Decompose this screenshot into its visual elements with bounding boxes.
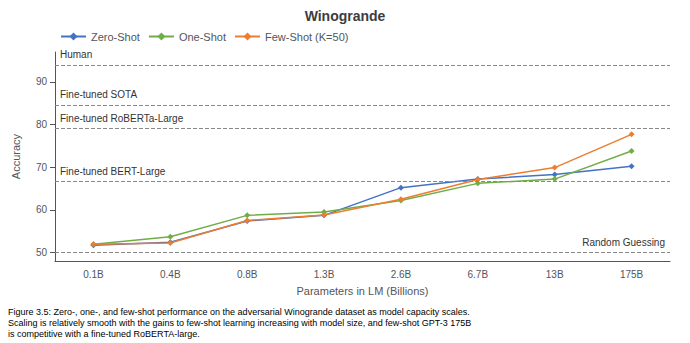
svg-text:90: 90 <box>36 76 48 87</box>
svg-text:is competitive with a fine-tun: is competitive with a fine-tuned RoBERTA… <box>8 329 200 339</box>
svg-text:Fine-tuned RoBERTa-Large: Fine-tuned RoBERTa-Large <box>60 113 184 124</box>
svg-text:Fine-tuned BERT-Large: Fine-tuned BERT-Large <box>60 166 166 177</box>
svg-text:2.6B: 2.6B <box>391 269 412 280</box>
svg-text:60: 60 <box>36 204 48 215</box>
svg-text:1.3B: 1.3B <box>314 269 335 280</box>
svg-text:Few-Shot (K=50): Few-Shot (K=50) <box>265 31 348 43</box>
svg-text:Winogrande: Winogrande <box>305 8 386 24</box>
svg-text:One-Shot: One-Shot <box>179 31 226 43</box>
svg-text:70: 70 <box>36 162 48 173</box>
svg-text:Random Guessing: Random Guessing <box>582 237 665 248</box>
svg-text:175B: 175B <box>620 269 644 280</box>
svg-text:Accuracy: Accuracy <box>10 133 22 179</box>
svg-text:13B: 13B <box>546 269 564 280</box>
svg-text:Fine-tuned SOTA: Fine-tuned SOTA <box>60 89 137 100</box>
svg-text:0.4B: 0.4B <box>160 269 181 280</box>
svg-text:80: 80 <box>36 119 48 130</box>
svg-text:Zero-Shot: Zero-Shot <box>91 31 140 43</box>
svg-text:50: 50 <box>36 247 48 258</box>
svg-text:Human: Human <box>60 49 92 60</box>
svg-text:0.1B: 0.1B <box>83 269 104 280</box>
svg-text:0.8B: 0.8B <box>237 269 258 280</box>
svg-text:Parameters in LM (Billions): Parameters in LM (Billions) <box>296 285 428 297</box>
svg-text:6.7B: 6.7B <box>468 269 489 280</box>
svg-text:Scaling is relatively smooth w: Scaling is relatively smooth with the ga… <box>8 318 471 328</box>
svg-text:Figure 3.5: Zero-, one-, and f: Figure 3.5: Zero-, one-, and few-shot pe… <box>8 307 470 317</box>
